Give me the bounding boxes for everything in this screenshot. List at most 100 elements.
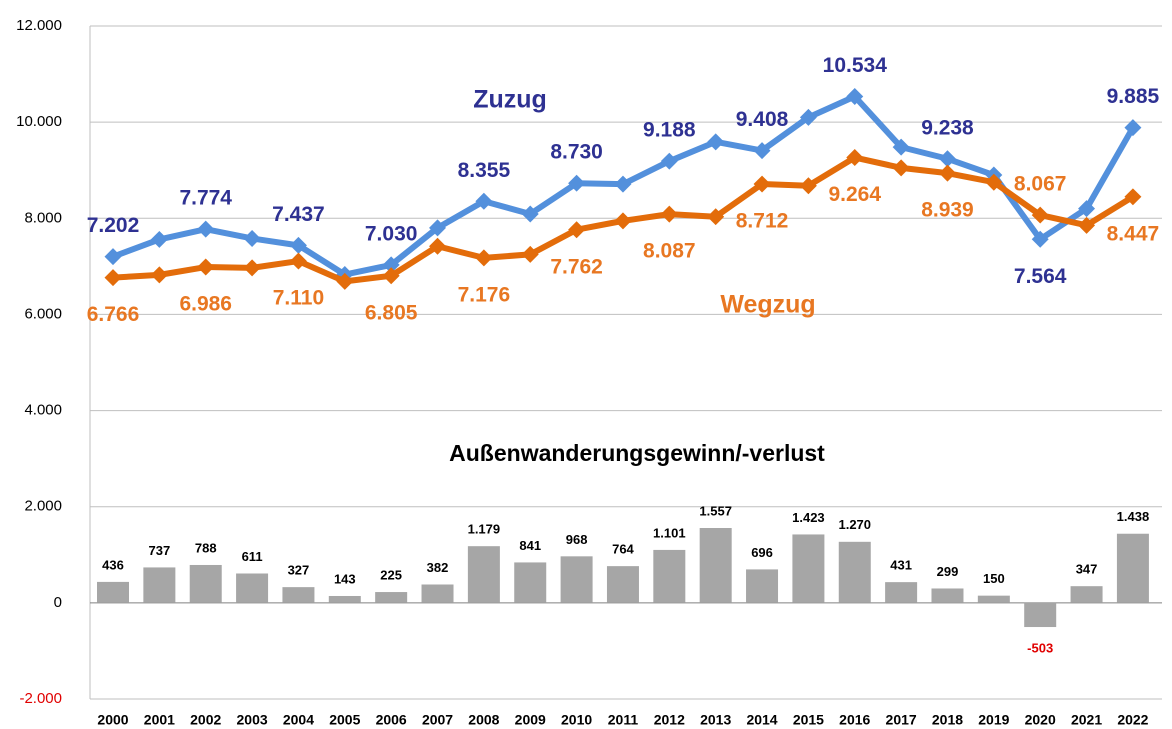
x-tick-label: 2018 — [932, 712, 963, 728]
data-label: 6.986 — [179, 293, 232, 316]
data-label: 6.766 — [87, 303, 140, 326]
bar — [885, 582, 918, 603]
x-tick-label: 2011 — [608, 712, 639, 728]
marker — [521, 205, 539, 223]
bar-label: 737 — [149, 543, 171, 558]
bar — [282, 587, 315, 603]
marker — [382, 267, 400, 285]
bar-label: 1.270 — [838, 517, 871, 532]
data-label: 7.762 — [550, 255, 603, 278]
marker — [429, 237, 447, 255]
x-tick-label: 2001 — [144, 712, 175, 728]
bar — [1070, 586, 1103, 603]
x-tick-label: 2022 — [1117, 712, 1148, 728]
data-label: 9.408 — [736, 108, 789, 131]
bar-label: 327 — [288, 563, 310, 578]
bar-label: 436 — [102, 557, 124, 572]
bar — [606, 566, 639, 603]
bar — [467, 546, 500, 603]
bar-label: 696 — [751, 545, 773, 560]
bar — [699, 528, 732, 603]
marker — [707, 133, 725, 151]
marker — [753, 142, 771, 160]
marker — [429, 219, 447, 237]
data-label: 8.730 — [550, 141, 603, 164]
data-label: 8.447 — [1107, 222, 1160, 245]
marker — [243, 259, 261, 277]
bar — [328, 595, 361, 603]
marker — [568, 221, 586, 239]
marker — [104, 269, 122, 287]
bar — [1116, 533, 1149, 603]
bar — [746, 569, 779, 603]
bar — [421, 584, 454, 603]
marker — [985, 173, 1003, 191]
x-tick-label: 2006 — [376, 712, 407, 728]
x-tick-label: 2015 — [793, 712, 824, 728]
x-tick-label: 2004 — [283, 712, 314, 728]
marker — [938, 150, 956, 168]
bar — [653, 549, 686, 603]
marker — [475, 249, 493, 267]
data-label: 9.238 — [921, 116, 974, 139]
bar — [514, 562, 547, 603]
bar-label: 841 — [519, 538, 541, 553]
marker — [799, 177, 817, 195]
marker — [475, 192, 493, 210]
data-label: 7.110 — [273, 287, 324, 310]
bar-label: 1.438 — [1117, 509, 1150, 524]
marker — [892, 138, 910, 156]
bar-label: 1.557 — [699, 503, 732, 518]
bar-label: 1.179 — [468, 522, 501, 537]
x-tick-label: 2014 — [746, 712, 777, 728]
bar-label: 143 — [334, 571, 356, 586]
marker — [614, 212, 632, 230]
x-tick-label: 2000 — [97, 712, 128, 728]
bar-label: 611 — [242, 549, 263, 564]
marker — [521, 245, 539, 263]
marker — [197, 258, 215, 276]
y-tick-label: 4.000 — [24, 402, 62, 419]
marker — [660, 152, 678, 170]
data-label: 7.774 — [179, 187, 232, 210]
marker — [660, 205, 678, 223]
marker — [799, 108, 817, 126]
data-label: 7.176 — [458, 283, 511, 306]
marker — [150, 230, 168, 248]
data-label: 9.188 — [643, 119, 696, 142]
marker — [846, 149, 864, 167]
marker — [892, 159, 910, 177]
data-label: 8.939 — [921, 199, 974, 222]
marker — [336, 272, 354, 290]
data-label: 7.564 — [1014, 265, 1067, 288]
data-label: 8.067 — [1014, 173, 1067, 196]
bar — [977, 595, 1010, 603]
bar — [792, 534, 825, 603]
marker — [568, 174, 586, 192]
marker — [938, 164, 956, 182]
bar-label: 968 — [566, 532, 588, 547]
x-tick-label: 2007 — [422, 712, 453, 728]
marker — [382, 256, 400, 274]
bar — [931, 588, 964, 603]
bar — [1024, 602, 1057, 628]
bar-series-name: Außenwanderungsgewinn/-verlust — [449, 440, 825, 466]
marker — [707, 208, 725, 226]
data-label: 9.885 — [1107, 85, 1160, 108]
marker — [150, 266, 168, 284]
marker — [614, 175, 632, 193]
x-tick-label: 2010 — [561, 712, 592, 728]
bar-label: 299 — [937, 564, 959, 579]
x-tick-label: 2008 — [468, 712, 499, 728]
y-tick-label: 10.000 — [16, 113, 62, 130]
bar-label: 1.101 — [653, 525, 686, 540]
x-tick-label: 2002 — [190, 712, 221, 728]
marker — [197, 220, 215, 238]
data-label: 8.087 — [643, 240, 696, 263]
series-name: Zuzug — [473, 86, 547, 114]
bar-label: 347 — [1076, 562, 1098, 577]
data-label: 10.534 — [823, 54, 888, 77]
bar — [838, 541, 871, 603]
bar — [97, 581, 129, 603]
